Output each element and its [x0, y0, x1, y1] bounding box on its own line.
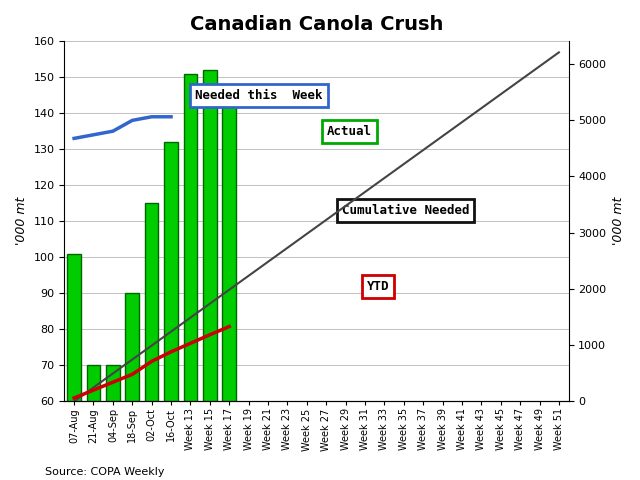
- Bar: [184, 73, 197, 401]
- Bar: [125, 293, 139, 401]
- Bar: [67, 254, 81, 401]
- Y-axis label: '000 mt: '000 mt: [612, 197, 625, 245]
- Text: Needed this  Week: Needed this Week: [195, 89, 323, 102]
- Bar: [223, 92, 236, 401]
- Y-axis label: '000 mt: '000 mt: [15, 197, 28, 245]
- Bar: [106, 365, 120, 401]
- Title: Canadian Canola Crush: Canadian Canola Crush: [190, 15, 443, 34]
- Bar: [164, 142, 178, 401]
- Bar: [86, 365, 100, 401]
- Bar: [203, 70, 216, 401]
- Text: Cumulative Needed: Cumulative Needed: [342, 204, 469, 217]
- Bar: [145, 203, 159, 401]
- Text: Source: COPA Weekly: Source: COPA Weekly: [45, 467, 164, 477]
- Text: Actual: Actual: [326, 125, 372, 138]
- Text: YTD: YTD: [367, 280, 389, 293]
